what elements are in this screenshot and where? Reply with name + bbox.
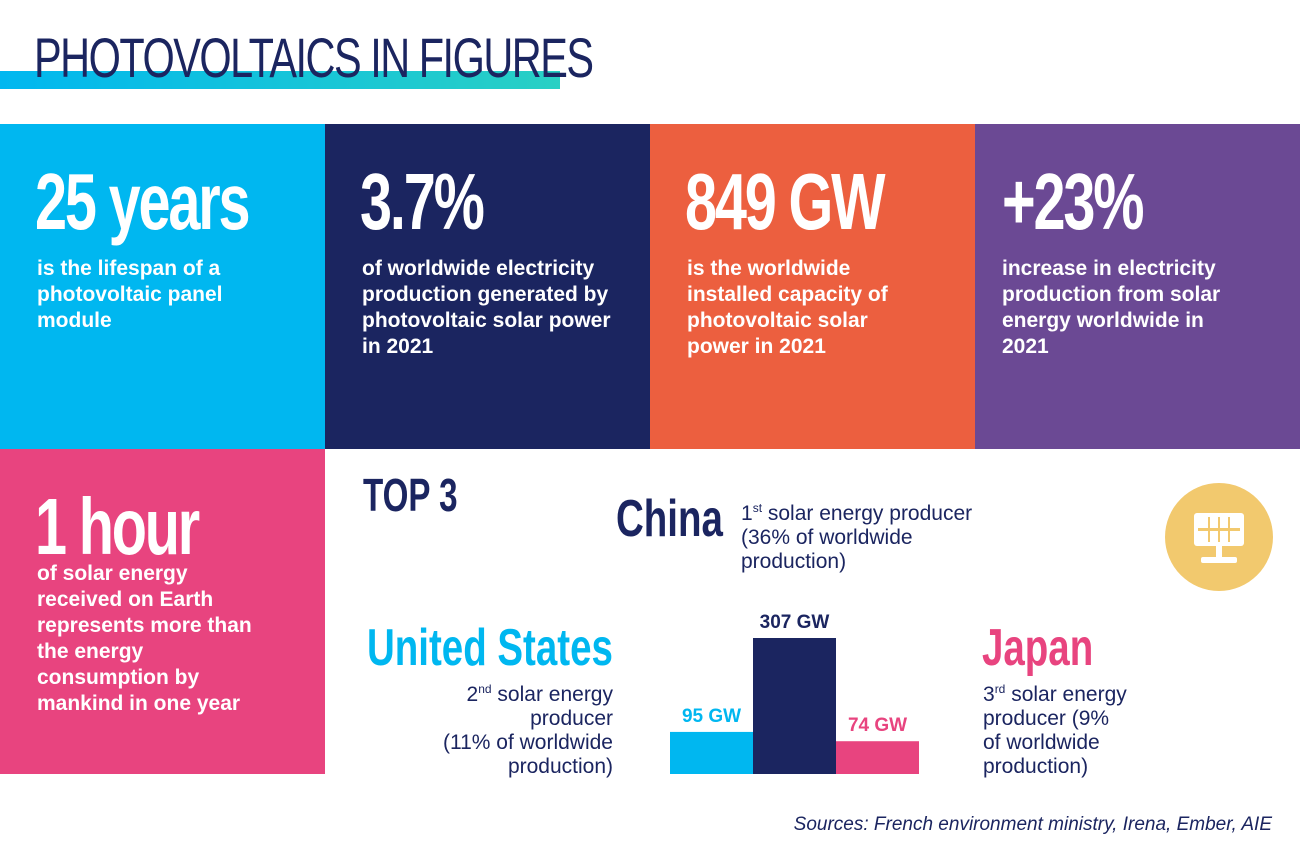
stat-value: 849 GW [685, 157, 885, 246]
bar-china [753, 638, 836, 774]
stat-tile-increase: +23% increase in electricity production … [975, 124, 1300, 449]
desc-line: (11% of worldwide [442, 731, 613, 754]
bar-japan [836, 741, 919, 774]
stat-value: 3.7% [360, 157, 485, 246]
bar-value-label: 74 GW [848, 715, 907, 736]
stat-value: 25 years [35, 157, 251, 246]
desc-line: of worldwide [983, 731, 1100, 754]
rank-suffix: st [752, 501, 763, 515]
solar-panel-icon [1165, 483, 1273, 591]
stat-description: of worldwide electricity production gene… [362, 257, 611, 358]
rank-number: 2 [466, 683, 479, 706]
stat-value: 1 hour [35, 482, 200, 571]
desc-line: producer [530, 707, 613, 730]
stat-description: increase in electricity production from … [1002, 257, 1221, 358]
country-us-label: United States [367, 619, 613, 677]
rank-suffix: rd [994, 682, 1006, 696]
stat-tile-share: 3.7% of worldwide electricity production… [325, 124, 650, 449]
stat-tile-hour: 1 hour of solar energy received on Earth… [0, 449, 325, 774]
stat-tile-capacity: 849 GW is the worldwide installed capaci… [650, 124, 975, 449]
country-japan-label: Japan [982, 619, 1094, 677]
desc-line: production) [983, 755, 1089, 778]
bar-value-label: 307 GW [760, 612, 830, 633]
bar-value-label: 95 GW [682, 706, 741, 727]
top3-bar-chart: 95 GW 307 GW 74 GW [670, 612, 919, 774]
desc-line: solar energy producer [762, 502, 973, 525]
us-description: 2nd solar energy producer (11% of worldw… [380, 683, 613, 779]
stat-value: +23% [1002, 157, 1144, 246]
stat-description: is the lifespan of a photovoltaic panel … [37, 257, 223, 332]
sources-note: Sources: French environment ministry, Ir… [793, 814, 1272, 835]
desc-line: production) [507, 755, 613, 778]
desc-line: solar energy [491, 683, 613, 706]
bar-united-states [670, 731, 753, 774]
stat-description: is the worldwide installed capacity of p… [687, 257, 888, 358]
rank-suffix: nd [478, 682, 492, 696]
country-china-label: China [616, 490, 723, 548]
china-description: 1st solar energy producer (36% of worldw… [741, 502, 1021, 574]
top3-heading: TOP 3 [363, 469, 458, 521]
desc-line: producer (9% [983, 707, 1110, 730]
stat-description: of solar energy received on Earth repres… [37, 562, 252, 715]
rank-number: 1 [741, 502, 753, 525]
page-title: PHOTOVOLTAICS IN FIGURES [34, 26, 594, 89]
desc-line: solar energy [1005, 683, 1127, 706]
rank-number: 3 [983, 683, 995, 706]
desc-line: (36% of worldwide [741, 526, 913, 549]
stat-tile-lifespan: 25 years is the lifespan of a photovolta… [0, 124, 325, 449]
desc-line: production) [741, 550, 847, 573]
japan-description: 3rd solar energy producer (9% of worldwi… [983, 683, 1183, 779]
title-underline [0, 71, 560, 89]
